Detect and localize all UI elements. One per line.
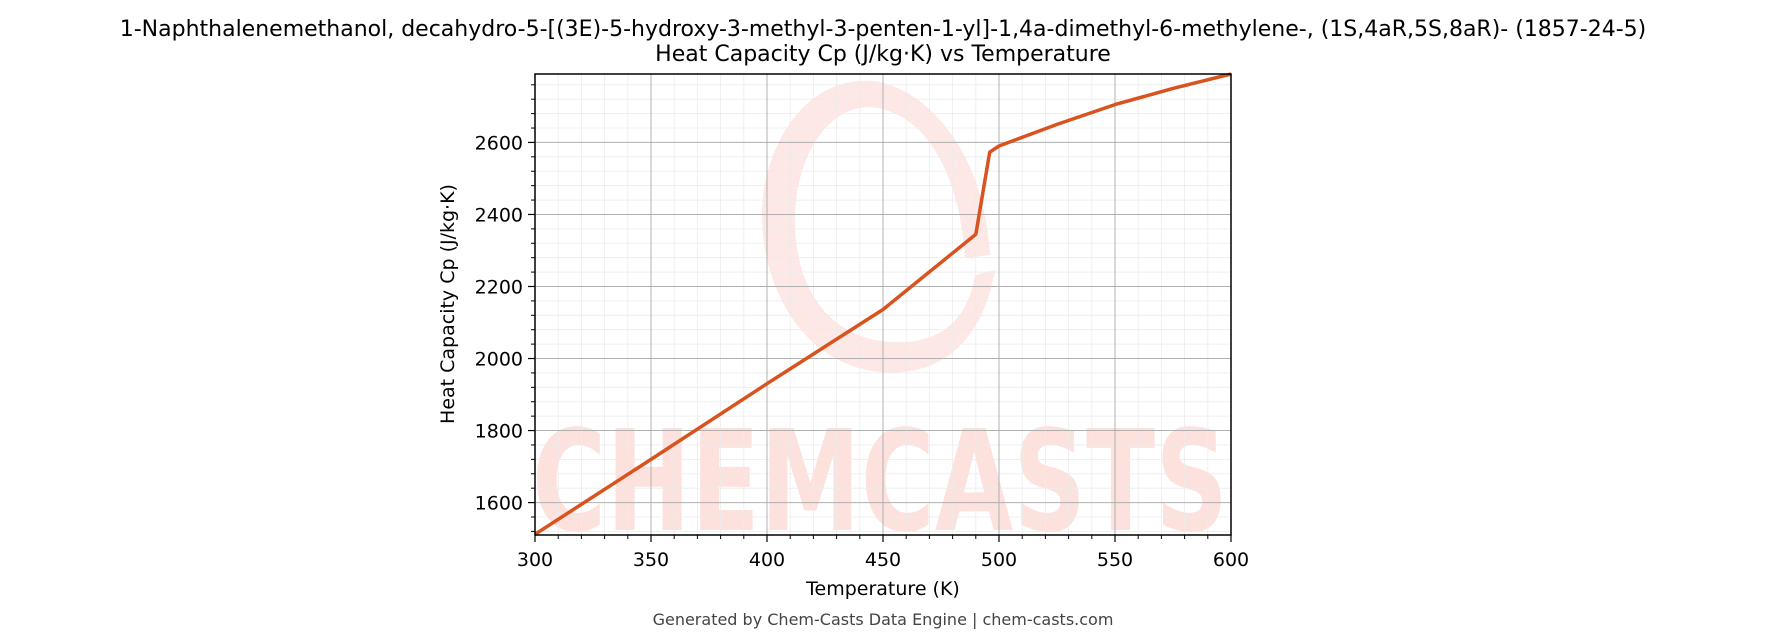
y-tick-label: 2200	[475, 276, 523, 298]
x-tick-label: 350	[633, 549, 669, 571]
chart-subtitle: Heat Capacity Cp (J/kg·K) vs Temperature	[655, 42, 1111, 67]
x-axis-label: Temperature (K)	[805, 578, 960, 600]
x-tick-label: 300	[517, 549, 553, 571]
watermark: CHEMCASTS	[532, 80, 1228, 564]
chart-title: 1-Naphthalenemethanol, decahydro-5-[(3E)…	[120, 17, 1647, 42]
y-axis-label: Heat Capacity Cp (J/kg·K)	[437, 184, 459, 424]
x-tick-label: 600	[1213, 549, 1249, 571]
x-tick-label: 400	[749, 549, 785, 571]
watermark-swirl-logo	[761, 80, 995, 373]
y-tick-label: 2600	[475, 132, 523, 154]
axis-ticks: 300 350 400 450 500 550 600 1600 1800 2000 2200 240…	[475, 84, 1249, 571]
y-tick-label: 2000	[475, 349, 523, 371]
watermark-text: CHEMCASTS	[532, 401, 1228, 564]
series-line	[534, 72, 1232, 536]
footer-credit: Generated by Chem-Casts Data Engine | ch…	[653, 610, 1114, 629]
y-tick-label: 1600	[475, 493, 523, 515]
y-tick-label: 1800	[475, 421, 523, 443]
x-tick-label: 550	[1097, 549, 1133, 571]
x-tick-label: 500	[981, 549, 1017, 571]
y-tick-label: 2400	[475, 204, 523, 226]
x-tick-label: 450	[865, 549, 901, 571]
